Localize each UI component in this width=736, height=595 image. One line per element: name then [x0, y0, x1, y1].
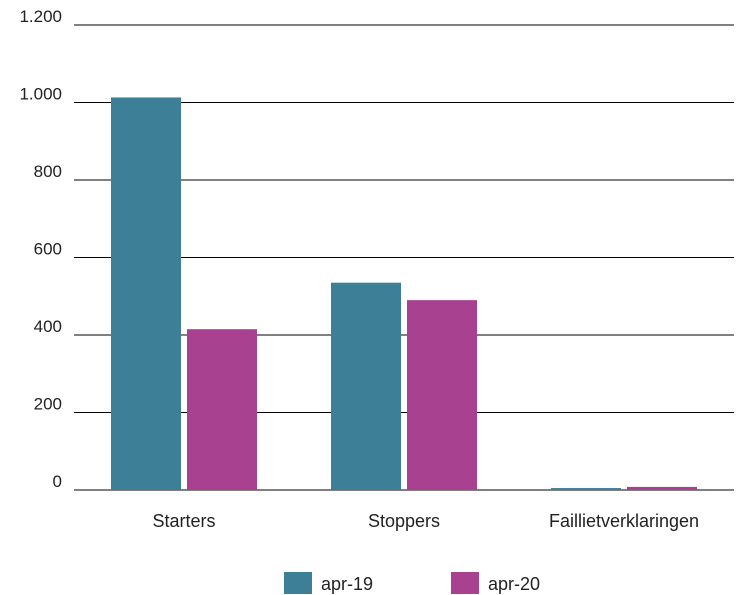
bar-apr-20-stoppers: [407, 300, 477, 490]
gridlines: [74, 24, 734, 491]
y-tick-label: 400: [34, 317, 62, 336]
legend-swatch-apr-19: [284, 572, 312, 594]
y-tick-label: 0: [53, 472, 62, 491]
y-tick-label: 200: [34, 395, 62, 414]
y-tick-label: 600: [34, 240, 62, 259]
y-tick-label: 1.000: [19, 85, 62, 104]
legend: apr-19 apr-20: [284, 572, 540, 594]
bar-apr-20-faillietverklaringen: [627, 486, 697, 490]
bar-apr-20-starters: [187, 329, 257, 490]
bar-apr-19-starters: [111, 97, 181, 491]
y-tick-label: 800: [34, 162, 62, 181]
x-category-label: Starters: [152, 511, 215, 531]
legend-swatch-apr-20: [451, 572, 479, 594]
y-axis-tick-labels: 0 200 400 600 800 1.000 1.200: [19, 7, 62, 491]
legend-label-apr-19: apr-19: [321, 574, 373, 594]
x-category-label: Stoppers: [368, 511, 440, 531]
y-tick-label: 1.200: [19, 7, 62, 26]
x-category-label: Faillietverklaringen: [549, 511, 699, 531]
x-axis-category-labels: Starters Stoppers Faillietverklaringen: [152, 511, 699, 531]
bar-apr-19-stoppers: [331, 282, 401, 490]
bars: [111, 97, 697, 491]
bar-apr-19-faillietverklaringen: [551, 488, 621, 490]
legend-label-apr-20: apr-20: [488, 574, 540, 594]
